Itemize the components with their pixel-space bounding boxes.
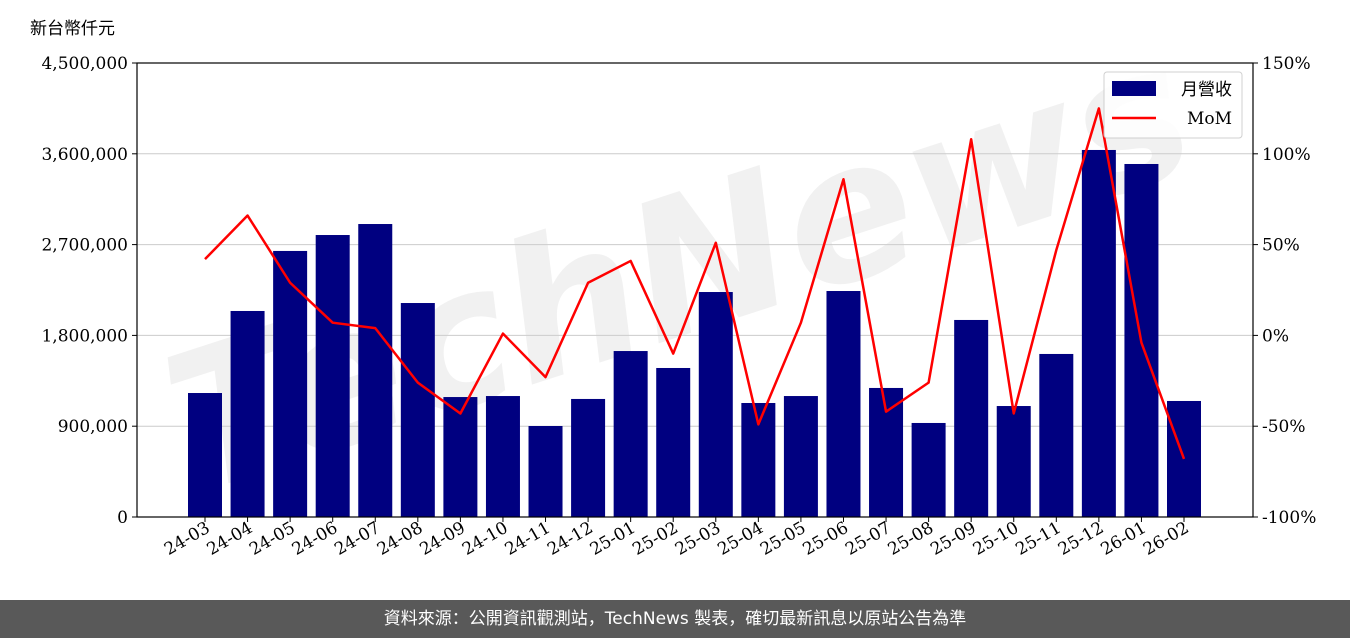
source-footer: 資料來源：公開資訊觀測站，TechNews 製表，確切最新訊息以原站公告為準	[0, 600, 1350, 638]
x-tick-label: 25-12	[1055, 518, 1107, 560]
y-tick-label: 2,700,000	[41, 236, 128, 256]
y-tick-label: 1,800,000	[41, 326, 128, 346]
revenue-bar	[485, 396, 520, 517]
y2-tick-label: 100%	[1262, 145, 1311, 165]
revenue-bar	[783, 396, 818, 517]
y2-tick-label: 0%	[1262, 326, 1289, 346]
revenue-bar	[400, 303, 435, 517]
x-tick-label: 24-07	[331, 518, 383, 560]
y2-tick-label: 150%	[1262, 54, 1311, 74]
y-tick-label: 0	[117, 508, 128, 528]
revenue-bar	[358, 224, 393, 517]
x-tick-label: 24-03	[161, 518, 213, 560]
x-tick-label: 24-12	[544, 518, 596, 560]
revenue-bar	[911, 422, 946, 517]
y2-tick-label: -100%	[1262, 508, 1316, 528]
x-tick-label: 24-11	[502, 518, 554, 560]
revenue-bar	[1081, 149, 1116, 517]
revenue-bar	[996, 406, 1031, 517]
plot-frame	[136, 62, 1254, 518]
revenue-bar	[613, 351, 648, 517]
revenue-bar	[571, 398, 606, 517]
revenue-bar	[1167, 400, 1201, 517]
x-tick-label: 25-07	[842, 518, 894, 560]
y-tick-label: 4,500,000	[41, 54, 128, 74]
y-tick-label: 3,600,000	[41, 145, 128, 165]
x-tick-label: 25-01	[587, 518, 639, 560]
x-tick-label: 24-06	[289, 518, 341, 560]
y-tick-label: 900,000	[58, 417, 128, 437]
revenue-bar	[315, 235, 350, 517]
y-axis-unit-label: 新台幣仟元	[30, 19, 115, 39]
revenue-bar	[954, 319, 989, 517]
x-tick-label: 24-10	[459, 518, 511, 560]
x-tick-label: 26-02	[1140, 518, 1192, 560]
y2-tick-label: 50%	[1262, 236, 1300, 256]
legend-label-revenue: 月營收	[1181, 80, 1232, 100]
revenue-bar	[188, 393, 222, 517]
x-tick-label: 25-03	[672, 518, 724, 560]
x-tick-label: 25-08	[885, 518, 937, 560]
revenue-bar	[230, 310, 265, 517]
y2-tick-label: -50%	[1262, 417, 1306, 437]
revenue-chart: TechNews0900,0001,800,0002,700,0003,600,…	[41, 0, 1316, 560]
revenue-bar	[1039, 353, 1074, 517]
legend-label-mom: MoM	[1187, 109, 1232, 129]
legend-swatch-revenue	[1112, 81, 1156, 96]
x-tick-label: 25-09	[927, 518, 979, 560]
x-tick-label: 25-11	[1012, 518, 1064, 560]
x-tick-label: 25-05	[757, 518, 809, 560]
revenue-bar	[656, 367, 691, 517]
revenue-bar	[698, 292, 733, 517]
x-tick-label: 24-08	[374, 518, 426, 560]
x-tick-label: 25-04	[714, 518, 766, 560]
revenue-bar	[528, 425, 563, 517]
x-tick-label: 24-09	[416, 518, 468, 560]
x-tick-label: 24-05	[246, 518, 298, 560]
x-tick-label: 26-01	[1097, 518, 1149, 560]
mom-line	[204, 107, 1186, 460]
x-tick-label: 25-10	[970, 518, 1022, 560]
x-tick-label: 25-06	[800, 518, 852, 560]
x-tick-label: 25-02	[629, 518, 681, 560]
revenue-bar	[443, 397, 478, 517]
revenue-bar	[273, 250, 308, 517]
revenue-bar	[826, 291, 861, 517]
